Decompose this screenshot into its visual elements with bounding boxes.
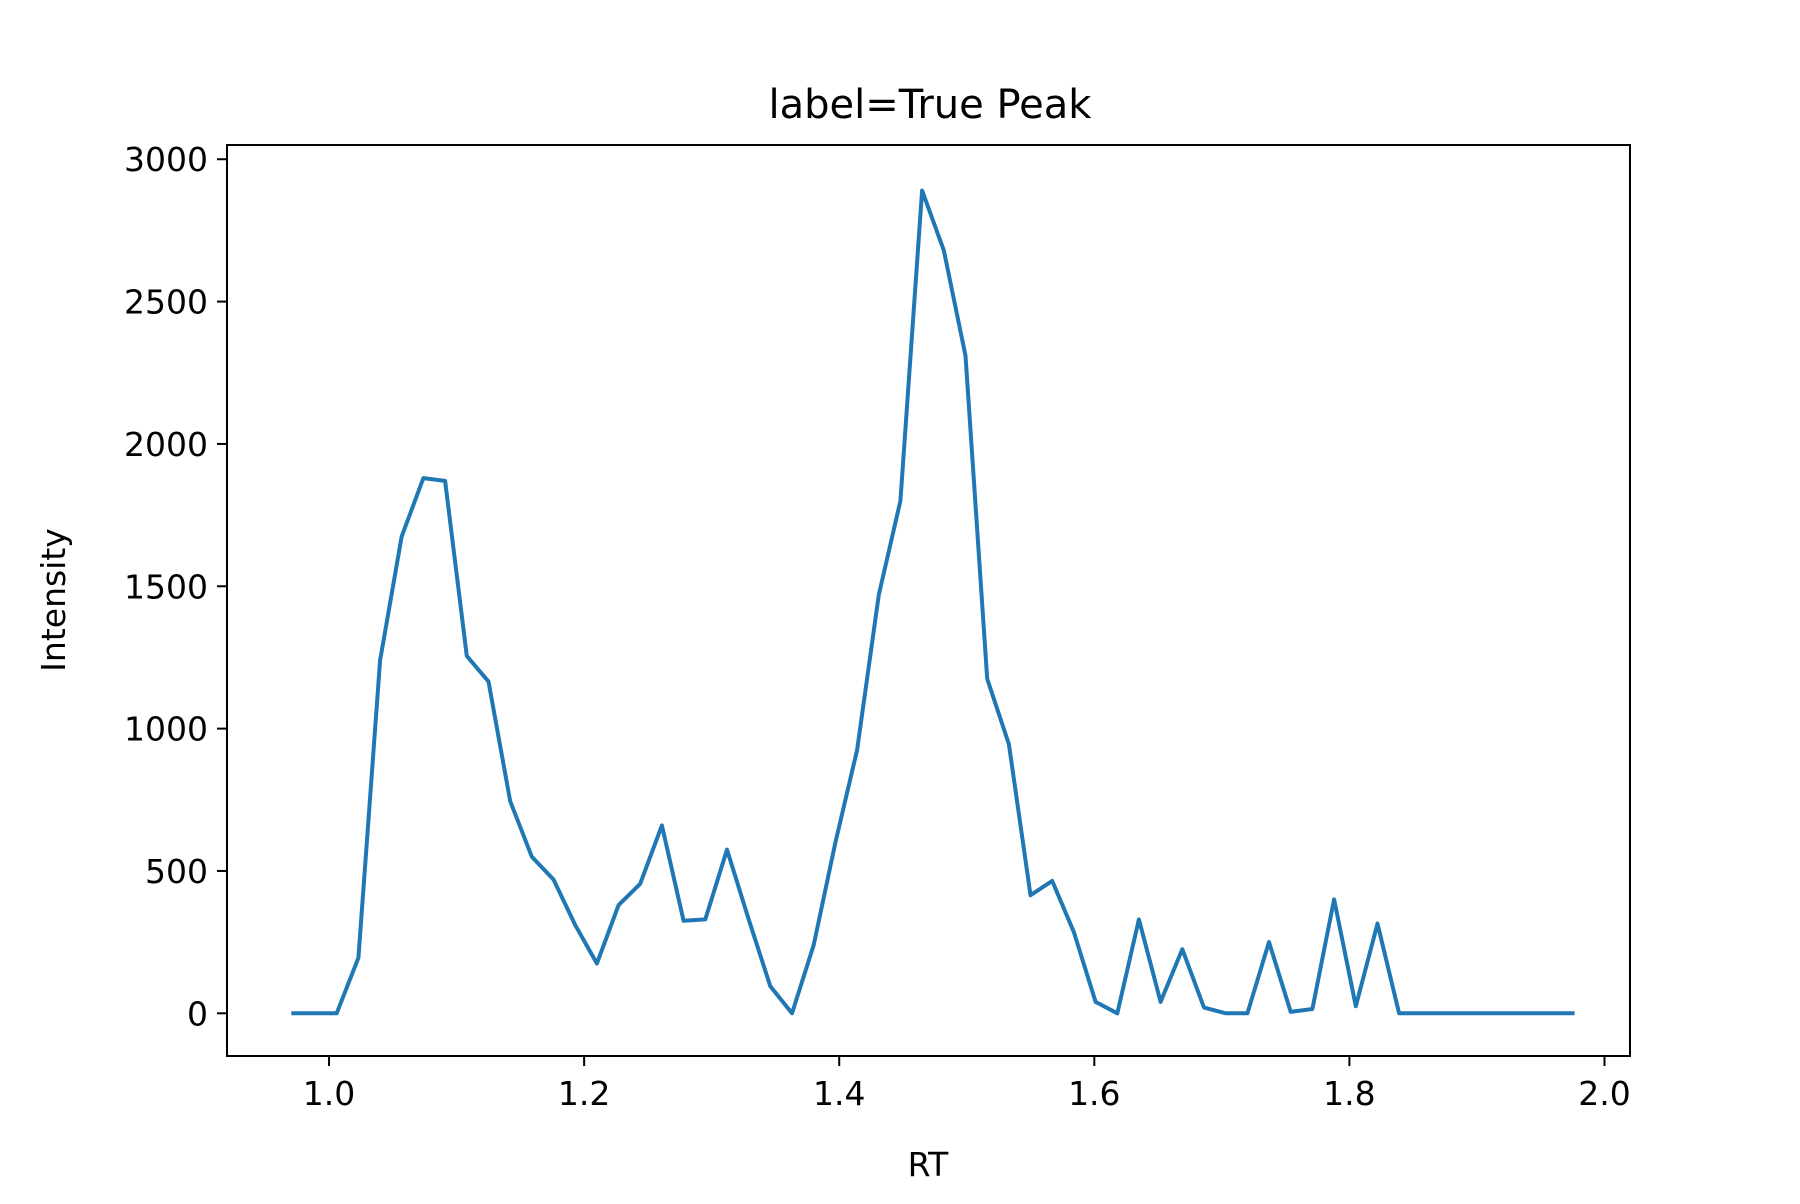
x-tick-label: 1.6 [1068, 1074, 1120, 1113]
y-tick-label: 2500 [124, 283, 208, 322]
x-tick-label: 1.4 [813, 1074, 865, 1113]
x-tick-label: 2.0 [1578, 1074, 1630, 1113]
x-tick-label: 1.0 [303, 1074, 355, 1113]
y-tick-label: 1000 [124, 710, 208, 749]
y-tick-label: 1500 [124, 567, 208, 606]
x-axis-label: RT [908, 1145, 950, 1184]
y-tick-label: 3000 [124, 140, 208, 179]
chart-title: label=True Peak [769, 82, 1093, 128]
y-tick-label: 2000 [124, 425, 208, 464]
x-tick-label: 1.2 [558, 1074, 610, 1113]
y-axis-label: Intensity [34, 528, 73, 672]
y-axis: 0 500 1000 1500 2000 2500 3000 [124, 140, 227, 1033]
y-tick-label: 0 [187, 994, 208, 1033]
x-axis: 1.0 1.2 1.4 1.6 1.8 2.0 [303, 1056, 1631, 1113]
plot-frame [226, 144, 1631, 1057]
y-tick-label: 500 [145, 852, 208, 891]
series-line [291, 188, 1575, 1016]
x-tick-label: 1.8 [1323, 1074, 1375, 1113]
series-layer [291, 188, 1575, 1016]
